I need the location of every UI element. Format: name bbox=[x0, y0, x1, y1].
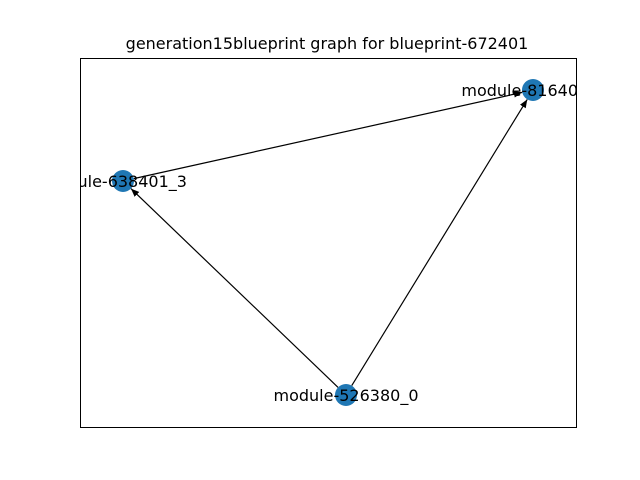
edge-module-526380_0-to-module-638401_3 bbox=[130, 188, 339, 388]
figure-title: generation15blueprint graph for blueprin… bbox=[126, 34, 529, 53]
plot-frame bbox=[80, 58, 577, 428]
edges-layer bbox=[130, 90, 528, 388]
edge-module-638401_3-to-module-816401_1 bbox=[133, 90, 523, 180]
node-label-module-638401_3: lule-638401_3 bbox=[73, 172, 187, 192]
node-module-638401_3 bbox=[112, 170, 134, 192]
node-module-816401_1 bbox=[522, 79, 544, 101]
nodes-layer bbox=[112, 79, 544, 406]
node-label-module-526380_0: module-526380_0 bbox=[274, 386, 419, 406]
edge-module-526380_0-to-module-816401_1 bbox=[351, 99, 528, 386]
node-label-module-816401_1: module-81640 bbox=[461, 81, 578, 100]
node-module-526380_0 bbox=[335, 384, 357, 406]
labels-layer: module-81640 lule-638401_3 module-526380_0 bbox=[73, 81, 578, 406]
